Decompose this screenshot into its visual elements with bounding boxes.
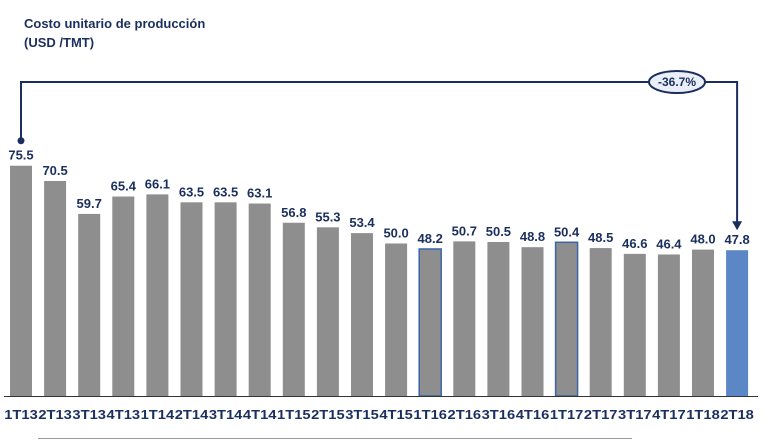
bar	[726, 250, 749, 396]
data-label: 63.1	[247, 186, 272, 201]
data-label: 70.5	[42, 163, 67, 178]
data-label: 53.4	[349, 215, 375, 230]
x-tick-label: 2T18	[720, 408, 754, 422]
data-label: 50.7	[452, 223, 477, 238]
data-label: 48.0	[690, 232, 715, 247]
bar	[351, 233, 373, 396]
bar	[589, 248, 612, 396]
bar	[248, 203, 271, 396]
change-badge-text: -36.7%	[658, 75, 696, 89]
bar	[180, 202, 203, 396]
data-label: 56.8	[281, 205, 306, 220]
bar	[692, 249, 714, 396]
bar	[453, 241, 476, 396]
bar	[657, 254, 680, 396]
x-tick-label: 2T13	[38, 408, 72, 422]
chart-title: Costo unitario de producción (USD /TMT)	[24, 14, 205, 52]
x-tick-label: 1T13	[4, 408, 38, 422]
bar	[521, 247, 544, 396]
subtitle-line: (USD /TMT)	[24, 35, 95, 50]
title-line: Costo unitario de producción	[24, 16, 206, 31]
bar	[623, 253, 646, 396]
x-tick-label: 1T16	[413, 408, 447, 422]
data-label: 50.4	[554, 224, 580, 239]
x-tick-label: 3T16	[482, 408, 516, 422]
data-label: 50.5	[486, 224, 511, 239]
x-tick-label: 3T13	[72, 408, 106, 422]
bar	[214, 202, 237, 396]
data-label: 59.7	[77, 196, 102, 211]
bar	[418, 248, 442, 397]
x-tick-label: 1T17	[550, 408, 584, 422]
x-tick-label: 3T14	[209, 408, 243, 422]
data-label: 55.3	[315, 209, 340, 224]
x-tick-label: 3T17	[618, 408, 652, 422]
bar	[385, 243, 408, 396]
x-tick-label: 2T15	[311, 408, 345, 422]
connector-start-dot	[17, 137, 25, 145]
bar	[554, 241, 579, 397]
x-tick-label: 4T13	[107, 408, 141, 422]
x-tick-label: 2T17	[584, 408, 618, 422]
change-badge	[648, 70, 706, 94]
x-tick-label: 2T16	[448, 408, 482, 422]
data-label: 48.5	[588, 230, 613, 245]
x-tick-label: 4T16	[516, 408, 550, 422]
bar	[78, 213, 101, 396]
bar	[282, 222, 305, 396]
data-label: 48.2	[418, 231, 443, 246]
x-tick-label: 4T15	[379, 408, 413, 422]
data-label: 65.4	[111, 179, 137, 194]
x-tick-label: 4T14	[243, 408, 277, 422]
bar	[487, 241, 510, 396]
bar	[10, 165, 32, 396]
bar	[44, 180, 67, 396]
data-label: 63.5	[213, 184, 238, 199]
x-tick-label: 3T15	[345, 408, 379, 422]
x-tick-label: 1T14	[141, 408, 175, 422]
x-tick-label: 1T15	[277, 408, 311, 422]
data-label: 46.6	[622, 236, 647, 251]
data-label: 75.5	[8, 148, 33, 163]
data-label: 63.5	[179, 184, 204, 199]
x-tick-label: 2T14	[175, 408, 209, 422]
data-label: 50.0	[383, 226, 408, 241]
bar	[146, 194, 169, 396]
data-label: 46.4	[656, 236, 682, 251]
bar	[112, 196, 135, 396]
data-label: 47.8	[724, 232, 749, 247]
data-label: 48.8	[520, 229, 545, 244]
bar	[316, 227, 339, 396]
connector-arrowhead	[732, 221, 743, 231]
data-label: 66.1	[145, 176, 170, 191]
x-tick-label: 4T17	[652, 408, 686, 422]
change-connector	[20, 81, 739, 223]
x-tick-label: 1T18	[686, 408, 720, 422]
